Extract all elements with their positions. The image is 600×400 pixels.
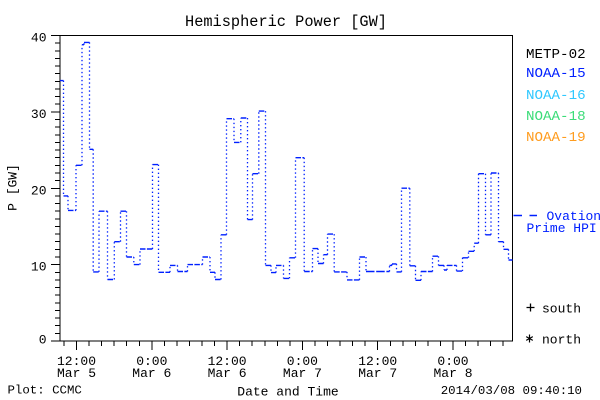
svg-text:0: 0 [39,333,47,348]
svg-text:Hemispheric Power [GW]: Hemispheric Power [GW] [185,13,387,31]
svg-text:north: north [542,332,581,347]
svg-text:NOAA-15: NOAA-15 [526,66,586,82]
svg-text:south: south [542,301,581,316]
svg-text:Mar 6: Mar 6 [132,366,171,381]
svg-text:12:00: 12:00 [208,354,247,369]
svg-text:NOAA-16: NOAA-16 [526,88,586,104]
svg-text:Mar 8: Mar 8 [433,366,472,381]
svg-text:Plot: CCMC: Plot: CCMC [8,384,82,398]
svg-text:Ovation: Ovation [547,209,600,224]
svg-text:10: 10 [31,260,47,275]
svg-text:Date and Time: Date and Time [237,385,338,400]
svg-text:30: 30 [31,107,47,122]
svg-text:P [GW]: P [GW] [6,164,21,211]
svg-text:Mar 5: Mar 5 [57,366,96,381]
svg-text:2014/03/08 09:40:10: 2014/03/08 09:40:10 [441,384,582,398]
svg-text:METP-02: METP-02 [526,47,586,63]
svg-text:NOAA-18: NOAA-18 [526,109,586,125]
svg-text:Mar 7: Mar 7 [283,366,322,381]
svg-text:40: 40 [31,31,47,46]
svg-text:0:00: 0:00 [136,354,167,369]
svg-text:Mar 6: Mar 6 [208,366,247,381]
svg-text:Mar 7: Mar 7 [358,366,397,381]
svg-text:0:00: 0:00 [437,354,468,369]
svg-text:20: 20 [31,183,47,198]
svg-text:NOAA-19: NOAA-19 [526,130,586,146]
svg-text:12:00: 12:00 [358,354,397,369]
svg-text:Prime HPI: Prime HPI [527,221,597,236]
svg-text:12:00: 12:00 [57,354,96,369]
svg-text:0:00: 0:00 [287,354,318,369]
